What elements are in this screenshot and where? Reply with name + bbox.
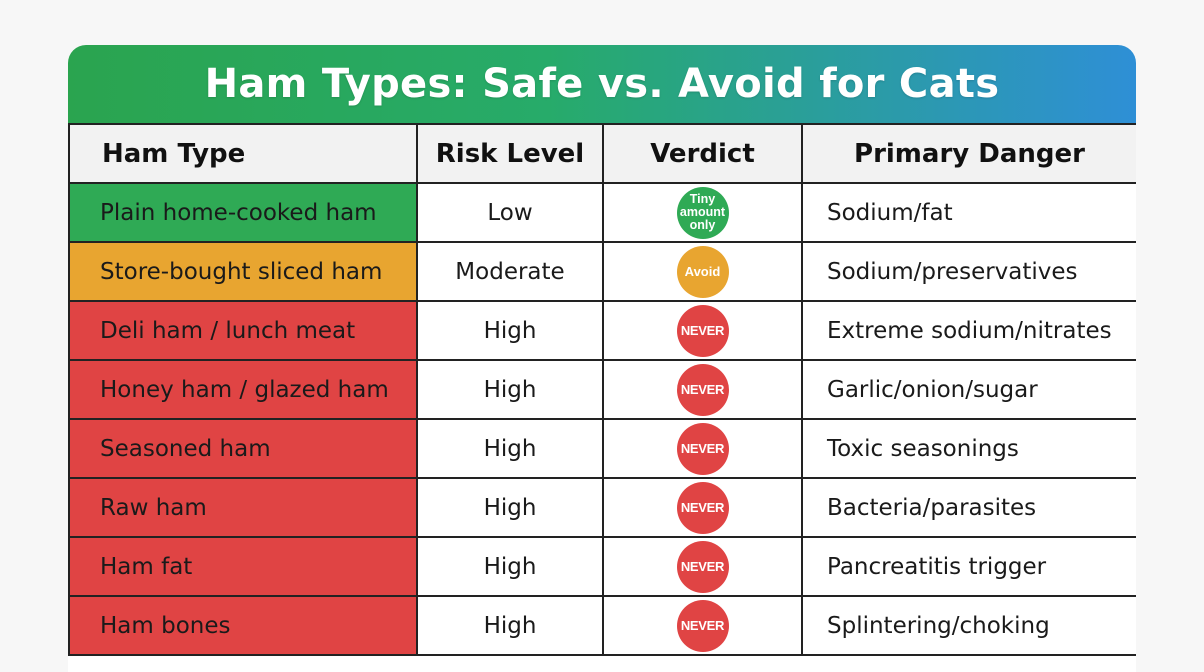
- page-title: Ham Types: Safe vs. Avoid for Cats: [204, 61, 1000, 107]
- verdict-cell: NEVER: [602, 595, 803, 656]
- table-row: Store-bought sliced ham Moderate Avoid S…: [68, 241, 1136, 302]
- verdict-cell: Avoid: [602, 241, 803, 302]
- table-row: Seasoned ham High NEVER Toxic seasonings: [68, 418, 1136, 479]
- risk-level-cell: High: [416, 418, 604, 479]
- risk-level-cell: Low: [416, 182, 604, 243]
- verdict-badge: NEVER: [676, 363, 729, 416]
- header-row: Ham Type Risk Level Verdict Primary Dang…: [68, 123, 1136, 184]
- verdict-badge: Tiny amount only: [676, 186, 729, 239]
- table-row: Ham fat High NEVER Pancreatitis trigger: [68, 536, 1136, 597]
- verdict-badge: Avoid: [676, 245, 729, 298]
- primary-danger-cell: Sodium/preservatives: [801, 241, 1136, 302]
- risk-level-cell: Moderate: [416, 241, 604, 302]
- header-verdict: Verdict: [602, 123, 803, 184]
- header-ham-type: Ham Type: [68, 123, 418, 184]
- ham-type-cell: Ham bones: [68, 595, 418, 656]
- ham-type-cell: Honey ham / glazed ham: [68, 359, 418, 420]
- ham-table: Ham Type Risk Level Verdict Primary Dang…: [68, 123, 1136, 656]
- ham-type-cell: Deli ham / lunch meat: [68, 300, 418, 361]
- primary-danger-cell: Pancreatitis trigger: [801, 536, 1136, 597]
- verdict-cell: NEVER: [602, 359, 803, 420]
- title-banner: Ham Types: Safe vs. Avoid for Cats: [68, 45, 1136, 123]
- verdict-badge: NEVER: [676, 422, 729, 475]
- verdict-cell: Tiny amount only: [602, 182, 803, 243]
- risk-level-cell: High: [416, 477, 604, 538]
- table-row: Plain home-cooked ham Low Tiny amount on…: [68, 182, 1136, 243]
- ham-type-cell: Ham fat: [68, 536, 418, 597]
- table-row: Honey ham / glazed ham High NEVER Garlic…: [68, 359, 1136, 420]
- verdict-badge: NEVER: [676, 599, 729, 652]
- ham-type-cell: Store-bought sliced ham: [68, 241, 418, 302]
- primary-danger-cell: Sodium/fat: [801, 182, 1136, 243]
- primary-danger-cell: Bacteria/parasites: [801, 477, 1136, 538]
- risk-level-cell: High: [416, 300, 604, 361]
- verdict-cell: NEVER: [602, 477, 803, 538]
- header-primary-danger: Primary Danger: [801, 123, 1136, 184]
- verdict-cell: NEVER: [602, 536, 803, 597]
- verdict-badge: NEVER: [676, 481, 729, 534]
- ham-type-cell: Seasoned ham: [68, 418, 418, 479]
- risk-level-cell: High: [416, 536, 604, 597]
- primary-danger-cell: Extreme sodium/nitrates: [801, 300, 1136, 361]
- risk-level-cell: High: [416, 595, 604, 656]
- table-row: Ham bones High NEVER Splintering/choking: [68, 595, 1136, 656]
- primary-danger-cell: Toxic seasonings: [801, 418, 1136, 479]
- primary-danger-cell: Garlic/onion/sugar: [801, 359, 1136, 420]
- risk-level-cell: High: [416, 359, 604, 420]
- header-risk-level: Risk Level: [416, 123, 604, 184]
- primary-danger-cell: Splintering/choking: [801, 595, 1136, 656]
- verdict-badge: NEVER: [676, 304, 729, 357]
- ham-types-card: Ham Types: Safe vs. Avoid for Cats Ham T…: [68, 45, 1136, 672]
- verdict-cell: NEVER: [602, 418, 803, 479]
- verdict-badge: NEVER: [676, 540, 729, 593]
- table-row: Deli ham / lunch meat High NEVER Extreme…: [68, 300, 1136, 361]
- verdict-cell: NEVER: [602, 300, 803, 361]
- ham-type-cell: Plain home-cooked ham: [68, 182, 418, 243]
- ham-type-cell: Raw ham: [68, 477, 418, 538]
- table-row: Raw ham High NEVER Bacteria/parasites: [68, 477, 1136, 538]
